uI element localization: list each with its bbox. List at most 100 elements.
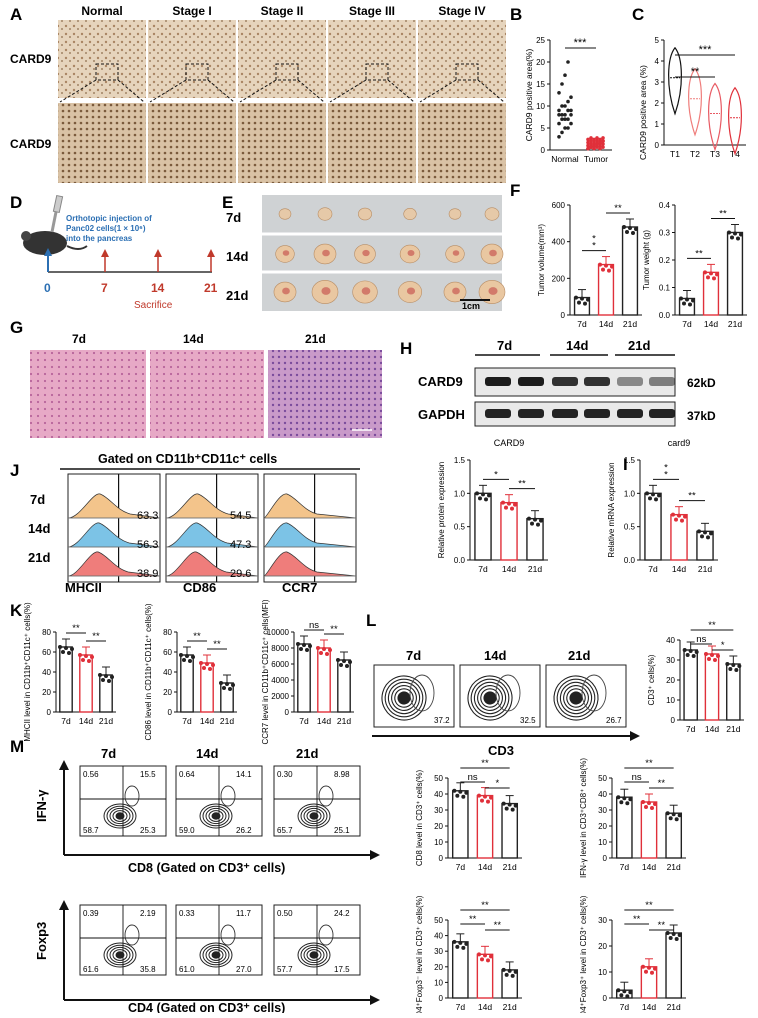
svg-text:8.98: 8.98 (334, 770, 350, 779)
data-point (628, 226, 632, 230)
y-tick-label: 0.0 (454, 556, 466, 565)
normal-point (560, 82, 564, 86)
normal-point (560, 130, 564, 135)
data-point (58, 645, 62, 649)
tumor-point (601, 136, 605, 140)
svg-text:17.5: 17.5 (334, 965, 350, 974)
y-tick-label: 1.5 (624, 456, 636, 465)
data-point (477, 952, 481, 957)
card9-band (485, 377, 511, 386)
y-tick-label: 8000 (271, 644, 289, 653)
svg-text:59.0: 59.0 (179, 826, 195, 835)
bar (451, 941, 469, 999)
injection-text-3: into the pancreas (66, 234, 133, 243)
tumor-point (598, 137, 602, 142)
wb-time-7d: 7d (497, 338, 512, 353)
significance-label: * (664, 462, 668, 473)
bar (501, 969, 519, 999)
mhc-val-21d: 38.9 (137, 568, 158, 580)
ihc-high-mag (148, 103, 236, 183)
data-point (455, 793, 460, 798)
bar (476, 794, 494, 859)
data-point (211, 663, 215, 667)
bar (597, 263, 615, 316)
data-point (483, 794, 487, 799)
x-tick-label: 21d (503, 1002, 517, 1012)
data-point (712, 276, 716, 281)
svg-text:0.30: 0.30 (277, 770, 293, 779)
data-point (179, 653, 183, 657)
bar (501, 802, 519, 859)
svg-text:65.7: 65.7 (277, 826, 293, 835)
data-point (87, 659, 91, 663)
bar (59, 646, 73, 713)
normal-point (557, 135, 561, 139)
y-tick-label: 50 (434, 916, 443, 925)
panel-letter-D: D (10, 193, 22, 212)
data-point (685, 653, 690, 657)
svg-text:0.39: 0.39 (83, 909, 99, 918)
normal-point (563, 117, 567, 121)
j-marker-cd86: CD86 (183, 580, 216, 595)
m-bot-ylabel: Foxp3 (34, 922, 49, 960)
data-point (501, 967, 506, 972)
normal-point (563, 126, 567, 130)
l-xlabel: CD3 (488, 743, 514, 758)
x-tick-label: 7d (648, 564, 658, 574)
svg-text:20: 20 (536, 58, 545, 67)
data-point (504, 972, 509, 977)
data-point (348, 660, 352, 664)
y-axis-label: CD8 level in CD3⁺ cells(%) (415, 770, 424, 867)
data-point (674, 517, 678, 522)
svg-text:10: 10 (536, 102, 545, 111)
y-tick-label: 1.5 (454, 456, 466, 465)
data-point (296, 642, 300, 646)
chart-M-IFN: 0 10 20 30 40 50 IFN-γ level in CD3⁺CD8⁺ cells… (579, 758, 686, 878)
y-tick-label: 10 (598, 838, 607, 847)
svg-text:11.7: 11.7 (236, 909, 252, 918)
x-tick-label: 7d (456, 1002, 466, 1012)
svg-text:57.7: 57.7 (277, 965, 293, 974)
data-point (653, 802, 657, 806)
data-point (619, 993, 624, 998)
cd86-val-21d: 29.6 (230, 568, 251, 580)
row-label-14d: 14d (226, 249, 248, 264)
x-tick-label: 7d (577, 319, 587, 329)
data-point (533, 517, 537, 522)
data-point (328, 648, 332, 652)
tumor (403, 208, 417, 220)
ihc-low-mag (238, 20, 326, 98)
svg-text:4: 4 (655, 57, 660, 66)
significance-label: ** (481, 900, 489, 911)
card9-band (649, 377, 675, 386)
data-point (475, 491, 479, 496)
chart-F-weight: 0.0 0.1 0.2 0.3 0.4 Tumor weight (g) 7d 14d 21d *… (642, 201, 747, 329)
y-axis-label: CD4⁺Foxp3⁺ level in CD3⁺ cells(%) (579, 895, 588, 1013)
wb-time-14d: 14d (566, 338, 588, 353)
data-point (625, 230, 629, 234)
y-tick-label: 50 (598, 774, 607, 783)
y-tick-label: 0.0 (624, 556, 636, 565)
data-point (342, 659, 346, 663)
data-point (685, 297, 689, 302)
data-point (70, 647, 74, 651)
wb-time-21d: 21d (628, 338, 650, 353)
data-point (577, 300, 581, 305)
row-label-card9-top: CARD9 (10, 52, 52, 66)
y-tick-label: 20 (598, 822, 607, 831)
normal-point (557, 113, 561, 117)
data-point (61, 650, 65, 654)
card9-band (552, 377, 578, 386)
significance-label: ** (688, 491, 696, 502)
data-point (308, 644, 312, 648)
x-tick-label: 14d (478, 862, 492, 872)
data-point (650, 806, 654, 810)
svg-text:26.7: 26.7 (606, 716, 622, 725)
data-point (501, 801, 506, 806)
svg-text:T1: T1 (670, 149, 680, 159)
tumor-point (586, 146, 590, 151)
data-point (580, 296, 584, 301)
data-point (703, 530, 707, 535)
data-point (728, 667, 733, 671)
histogram-curve (165, 493, 259, 519)
